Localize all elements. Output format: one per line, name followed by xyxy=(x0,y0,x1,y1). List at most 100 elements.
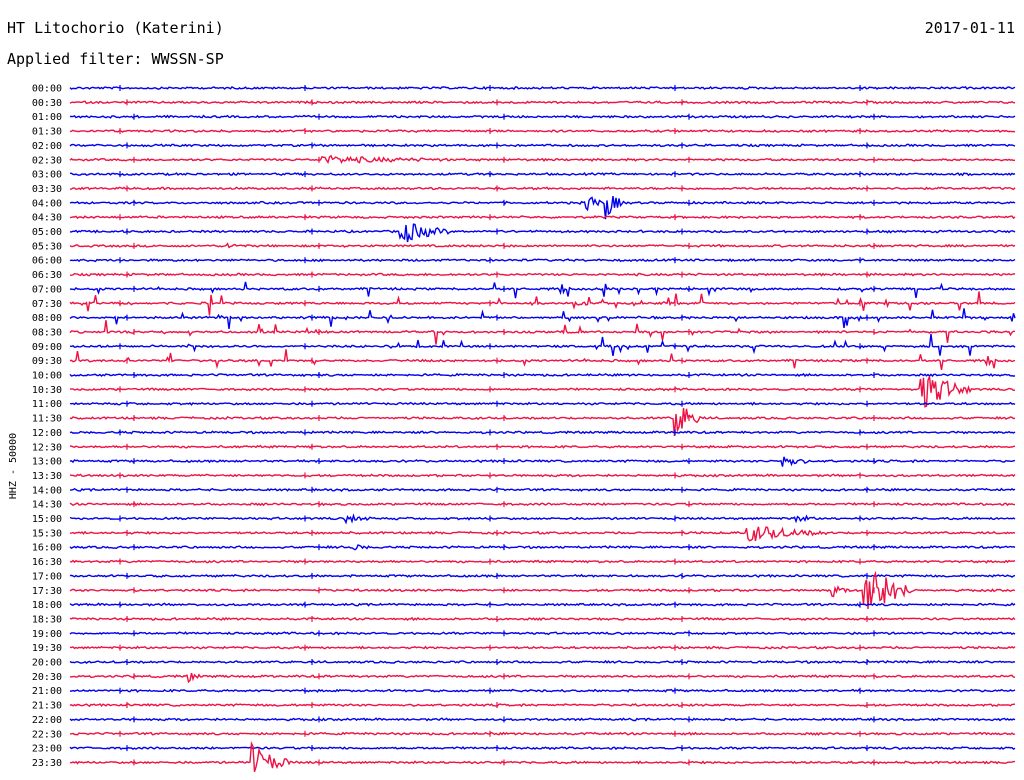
trace-row xyxy=(69,129,1016,134)
row-time-label: 03:30 xyxy=(32,184,62,195)
trace-row xyxy=(69,401,1016,406)
trace-row xyxy=(69,487,1016,493)
row-time-label: 05:00 xyxy=(32,227,62,238)
row-time-label: 06:30 xyxy=(32,270,62,281)
row-time-label: 19:00 xyxy=(32,629,62,640)
row-time-label: 06:00 xyxy=(32,256,62,267)
trace-row xyxy=(69,258,1016,263)
trace-row xyxy=(69,645,1016,650)
row-time-label: 20:00 xyxy=(32,658,62,669)
trace-row xyxy=(69,349,1016,371)
row-time-label: 22:00 xyxy=(32,715,62,726)
row-time-label: 00:00 xyxy=(32,84,62,95)
trace-row xyxy=(69,372,1016,378)
row-time-label: 02:30 xyxy=(32,155,62,166)
trace-row xyxy=(69,291,1016,316)
row-time-label: 17:00 xyxy=(32,571,62,582)
row-time-label: 15:30 xyxy=(32,528,62,539)
trace-row xyxy=(69,659,1016,665)
row-time-label: 16:00 xyxy=(32,543,62,554)
row-time-label: 09:00 xyxy=(32,342,62,353)
trace-row xyxy=(70,272,1016,277)
trace-row xyxy=(69,631,1016,636)
trace-row xyxy=(69,559,1016,564)
row-time-label: 22:30 xyxy=(32,729,62,740)
row-time-label: 11:00 xyxy=(32,399,62,410)
row-time-label: 16:30 xyxy=(32,557,62,568)
trace-row xyxy=(69,501,1015,507)
row-time-label: 12:00 xyxy=(32,428,62,439)
trace-row xyxy=(69,573,1016,579)
trace-row xyxy=(69,473,1016,478)
trace-row xyxy=(69,741,1015,773)
station-title: HT Litochorio (Katerini) xyxy=(7,19,224,37)
trace-row xyxy=(69,85,1016,91)
row-time-label: 11:30 xyxy=(32,414,62,425)
trace-row xyxy=(69,717,1016,722)
row-time-label: 03:00 xyxy=(32,170,62,181)
trace-row xyxy=(69,196,1016,220)
row-time-label: 10:30 xyxy=(32,385,62,396)
row-time-label: 20:30 xyxy=(32,672,62,683)
trace-row xyxy=(69,672,1016,684)
row-time-label: 04:00 xyxy=(32,198,62,209)
trace-row xyxy=(69,186,1016,191)
trace-row xyxy=(69,444,1016,449)
trace-row xyxy=(69,688,1016,693)
row-time-label: 23:00 xyxy=(32,744,62,755)
trace-row xyxy=(69,513,1016,525)
row-time-label: 07:30 xyxy=(32,299,62,310)
trace-row xyxy=(69,456,1016,467)
row-time-label: 02:00 xyxy=(32,141,62,152)
row-time-label: 15:00 xyxy=(32,514,62,525)
filter-label: Applied filter: WWSSN-SP xyxy=(7,50,224,68)
trace-row xyxy=(69,745,1016,751)
trace-row xyxy=(69,308,1016,329)
row-time-label: 12:30 xyxy=(32,442,62,453)
row-time-label: 13:00 xyxy=(32,457,62,468)
row-time-label: 19:30 xyxy=(32,643,62,654)
trace-row xyxy=(69,143,1016,148)
row-time-label: 08:00 xyxy=(32,313,62,324)
trace-row xyxy=(69,281,1016,299)
trace-row xyxy=(69,320,1016,345)
seismogram-traces xyxy=(69,85,1016,773)
row-time-label: 01:00 xyxy=(32,112,62,123)
trace-row xyxy=(69,602,1016,607)
trace-row xyxy=(69,242,1016,249)
trace-row xyxy=(69,376,1016,408)
row-time-label: 13:30 xyxy=(32,471,62,482)
row-time-label: 04:30 xyxy=(32,213,62,224)
row-time-label: 00:30 xyxy=(32,98,62,109)
row-time-label: 23:30 xyxy=(32,758,62,769)
row-time-label: 10:00 xyxy=(32,371,62,382)
trace-row xyxy=(69,616,1016,622)
row-time-label: 14:30 xyxy=(32,500,62,511)
trace-row xyxy=(69,731,1016,736)
trace-row xyxy=(69,100,1015,105)
trace-row xyxy=(69,702,1016,708)
trace-row xyxy=(69,544,1016,551)
trace-row xyxy=(69,215,1016,220)
row-time-label: 21:00 xyxy=(32,686,62,697)
row-time-label: 07:00 xyxy=(32,284,62,295)
row-time-label: 08:30 xyxy=(32,327,62,338)
time-axis-labels: 00:00 00:30 01:00 01:30 02:00 02:30 03:00 03:30… xyxy=(32,84,62,769)
trace-row xyxy=(69,407,1016,436)
date-label: 2017-01-11 xyxy=(924,19,1015,37)
trace-row xyxy=(70,114,1016,119)
row-time-label: 05:30 xyxy=(32,241,62,252)
row-time-label: 09:30 xyxy=(32,356,62,367)
row-time-label: 18:30 xyxy=(32,614,62,625)
trace-row xyxy=(69,526,1016,542)
row-time-label: 21:30 xyxy=(32,701,62,712)
trace-row xyxy=(69,333,1016,357)
trace-row xyxy=(69,223,1016,243)
trace-row xyxy=(70,172,1016,177)
row-time-label: 14:00 xyxy=(32,485,62,496)
trace-row xyxy=(69,430,1016,435)
row-time-label: 17:30 xyxy=(32,586,62,597)
row-time-label: 01:30 xyxy=(32,127,62,138)
trace-row xyxy=(69,154,1016,165)
